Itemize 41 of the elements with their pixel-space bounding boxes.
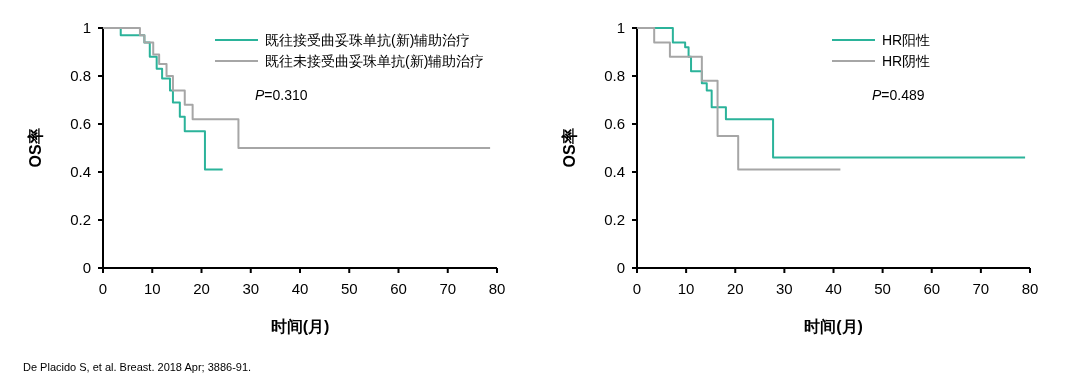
y-axis-title: OS率 [560, 128, 578, 168]
x-tick-label: 0 [98, 280, 108, 297]
y-tick-label: 1 [82, 19, 91, 36]
x-tick-label: 40 [825, 280, 842, 297]
y-tick-label: 0.4 [604, 163, 625, 180]
y-tick-label: 0.8 [70, 67, 91, 84]
x-tick-label: 70 [972, 280, 990, 297]
x-tick-label: 70 [439, 280, 457, 297]
legend-label: 既往接受曲妥珠单抗(新)辅助治疗 [265, 32, 471, 48]
y-tick-label: 0.6 [70, 115, 91, 132]
x-tick-label: 30 [776, 280, 793, 297]
y-tick-label: 0.2 [604, 211, 625, 228]
y-tick-label: 0.6 [604, 115, 625, 132]
x-tick-label: 30 [242, 280, 260, 297]
x-tick-label: 80 [488, 280, 506, 297]
x-tick-label: 0 [632, 280, 642, 297]
x-tick-label: 10 [143, 280, 161, 297]
x-tick-label: 10 [677, 280, 695, 297]
x-tick-label: 80 [1021, 280, 1039, 297]
y-tick-label: 0.4 [70, 163, 91, 180]
x-tick-label: 20 [726, 280, 744, 297]
x-tick-label: 40 [291, 280, 309, 297]
x-tick-label: 50 [340, 280, 358, 297]
x-axis-title: 时间(月) [270, 318, 330, 335]
legend-label: HR阳性 [882, 32, 931, 48]
legend-label: HR阴性 [882, 53, 931, 69]
legend-label: 既往未接受曲妥珠单抗(新)辅助治疗 [265, 53, 485, 69]
x-tick-label: 60 [390, 280, 407, 297]
y-tick-label: 0.8 [604, 67, 625, 84]
x-tick-label: 50 [874, 280, 891, 297]
y-tick-label: 0.2 [70, 211, 91, 228]
x-axis-title: 时间(月) [804, 318, 863, 335]
y-tick-label: 1 [616, 19, 625, 36]
x-tick-label: 60 [923, 280, 941, 297]
y-tick-label: 0 [82, 259, 91, 276]
y-axis-title: OS率 [26, 128, 44, 168]
annotation: P=0.489 [872, 87, 925, 103]
text: De Placido S, et al. Breast. 2018 Apr; 3886-91. [23, 361, 252, 373]
annotation: P=0.310 [255, 87, 308, 103]
x-tick-label: 20 [193, 280, 210, 297]
y-tick-label: 0 [616, 259, 625, 276]
